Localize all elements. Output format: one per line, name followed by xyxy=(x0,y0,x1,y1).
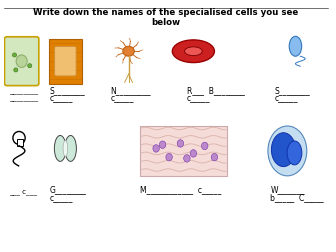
Text: c_____: c_____ xyxy=(49,193,73,202)
Ellipse shape xyxy=(65,136,76,161)
Text: W_______: W_______ xyxy=(271,185,306,195)
Ellipse shape xyxy=(16,55,27,68)
Ellipse shape xyxy=(177,140,184,147)
Ellipse shape xyxy=(159,141,166,148)
Ellipse shape xyxy=(123,46,134,56)
Text: c_____: c_____ xyxy=(187,93,210,102)
Text: b_____  C_____: b_____ C_____ xyxy=(269,193,323,202)
Ellipse shape xyxy=(289,36,302,56)
Text: G________: G________ xyxy=(49,185,86,195)
FancyBboxPatch shape xyxy=(4,37,39,86)
Ellipse shape xyxy=(63,140,68,156)
Text: M____________  c_____: M____________ c_____ xyxy=(140,185,221,195)
Ellipse shape xyxy=(166,153,172,161)
Ellipse shape xyxy=(211,153,218,161)
Ellipse shape xyxy=(54,136,66,161)
Ellipse shape xyxy=(12,53,16,57)
Ellipse shape xyxy=(153,145,159,152)
Bar xyxy=(17,139,23,146)
Text: R___  B________: R___ B________ xyxy=(187,86,245,95)
Text: c_____: c_____ xyxy=(49,93,73,102)
Ellipse shape xyxy=(14,68,18,72)
Text: ________: ________ xyxy=(9,96,38,102)
Ellipse shape xyxy=(172,40,214,62)
Text: N_________: N_________ xyxy=(111,86,152,95)
Text: c_____: c_____ xyxy=(275,93,298,102)
Ellipse shape xyxy=(202,142,208,150)
Ellipse shape xyxy=(287,141,302,165)
Ellipse shape xyxy=(271,133,296,167)
Ellipse shape xyxy=(28,64,32,68)
Ellipse shape xyxy=(190,150,197,157)
Bar xyxy=(140,126,227,176)
Ellipse shape xyxy=(268,126,307,176)
FancyBboxPatch shape xyxy=(55,47,76,76)
Text: S________: S________ xyxy=(275,86,310,95)
Bar xyxy=(49,39,82,84)
Text: Write down the names of the specialised cells you see: Write down the names of the specialised … xyxy=(33,8,298,17)
Text: ___ c___: ___ c___ xyxy=(9,188,37,195)
Text: c_____: c_____ xyxy=(111,93,134,102)
Ellipse shape xyxy=(13,132,25,144)
Text: below: below xyxy=(151,18,180,27)
Text: ________: ________ xyxy=(9,89,38,95)
Ellipse shape xyxy=(184,155,190,162)
Ellipse shape xyxy=(184,47,202,56)
Text: S________: S________ xyxy=(49,86,85,95)
